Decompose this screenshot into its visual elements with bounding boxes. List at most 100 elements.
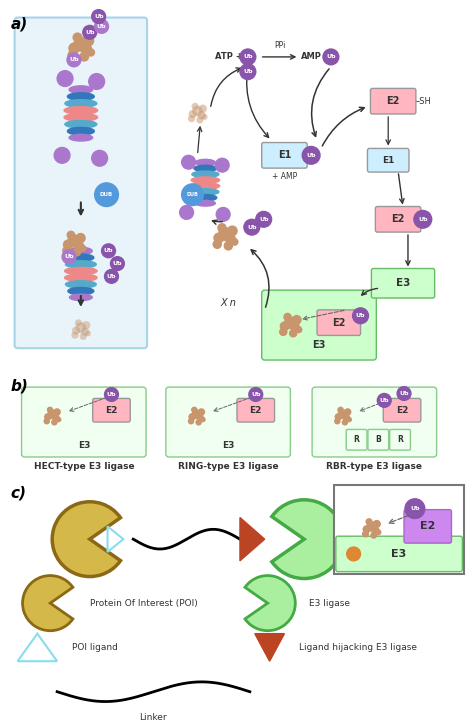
Ellipse shape	[191, 183, 219, 189]
Text: E3: E3	[312, 340, 326, 350]
Text: E3: E3	[78, 441, 90, 450]
Circle shape	[216, 208, 230, 221]
FancyBboxPatch shape	[93, 399, 130, 422]
Circle shape	[188, 115, 195, 122]
Circle shape	[81, 44, 92, 56]
Circle shape	[44, 413, 52, 420]
Circle shape	[370, 531, 377, 539]
Circle shape	[363, 525, 371, 534]
Ellipse shape	[68, 287, 94, 295]
FancyBboxPatch shape	[166, 387, 291, 457]
FancyBboxPatch shape	[367, 148, 409, 172]
Circle shape	[191, 407, 198, 413]
FancyBboxPatch shape	[370, 89, 416, 114]
Circle shape	[62, 246, 71, 255]
FancyBboxPatch shape	[383, 399, 421, 422]
Text: R: R	[397, 436, 403, 444]
Circle shape	[44, 418, 50, 425]
Circle shape	[337, 407, 344, 413]
Circle shape	[83, 25, 97, 39]
Circle shape	[344, 408, 351, 416]
FancyBboxPatch shape	[346, 429, 367, 450]
Text: Ub: Ub	[380, 398, 389, 403]
Circle shape	[346, 547, 361, 560]
Text: E2: E2	[332, 318, 346, 327]
Circle shape	[291, 322, 301, 333]
Circle shape	[105, 388, 118, 401]
Circle shape	[240, 49, 256, 65]
Circle shape	[377, 393, 391, 407]
Text: E3 ligase: E3 ligase	[309, 599, 350, 608]
Text: Ub: Ub	[259, 217, 268, 222]
FancyBboxPatch shape	[21, 387, 146, 457]
Circle shape	[189, 110, 197, 118]
Circle shape	[82, 321, 91, 330]
Text: Ub: Ub	[251, 392, 261, 397]
Circle shape	[85, 330, 91, 336]
Circle shape	[198, 111, 206, 119]
Text: X n: X n	[220, 298, 236, 308]
Circle shape	[73, 248, 82, 256]
Text: Ub: Ub	[243, 69, 253, 74]
Circle shape	[283, 313, 292, 321]
Circle shape	[191, 103, 199, 110]
Circle shape	[51, 419, 58, 425]
Text: AMP: AMP	[301, 52, 322, 62]
Text: E2: E2	[105, 406, 118, 415]
Circle shape	[198, 408, 205, 416]
Circle shape	[57, 70, 73, 86]
Text: E2: E2	[420, 521, 436, 531]
Text: RING-type E3 ligase: RING-type E3 ligase	[178, 462, 278, 471]
Circle shape	[105, 269, 118, 283]
Circle shape	[338, 409, 347, 419]
Circle shape	[74, 241, 84, 251]
Circle shape	[280, 321, 290, 331]
Circle shape	[249, 388, 263, 401]
Text: c): c)	[11, 485, 27, 500]
Text: HECT-type E3 ligase: HECT-type E3 ligase	[34, 462, 134, 471]
Bar	[334, 485, 465, 574]
FancyBboxPatch shape	[262, 142, 307, 168]
Circle shape	[414, 211, 432, 228]
Ellipse shape	[70, 248, 92, 255]
Text: E3: E3	[222, 441, 234, 450]
Circle shape	[302, 147, 320, 164]
Circle shape	[63, 240, 73, 250]
Text: E3: E3	[396, 278, 410, 288]
Circle shape	[215, 158, 229, 172]
Circle shape	[66, 231, 75, 240]
Circle shape	[366, 521, 377, 531]
Text: E2: E2	[396, 406, 408, 415]
FancyBboxPatch shape	[336, 537, 462, 571]
Text: Ub: Ub	[113, 261, 122, 266]
Text: Linker: Linker	[139, 714, 167, 722]
Text: Protein Of Interest (POI): Protein Of Interest (POI)	[90, 599, 198, 608]
Ellipse shape	[64, 274, 97, 281]
Ellipse shape	[194, 195, 217, 201]
Circle shape	[73, 33, 82, 42]
Circle shape	[81, 327, 89, 336]
Circle shape	[79, 245, 87, 252]
Text: DUB: DUB	[100, 192, 113, 197]
FancyBboxPatch shape	[375, 206, 421, 232]
Circle shape	[53, 408, 61, 416]
Circle shape	[92, 150, 108, 166]
Circle shape	[292, 315, 302, 325]
Text: E1: E1	[278, 150, 291, 160]
Ellipse shape	[69, 86, 92, 94]
Text: Ub: Ub	[356, 313, 365, 318]
Ellipse shape	[64, 107, 98, 114]
Circle shape	[397, 387, 411, 401]
Circle shape	[244, 219, 260, 235]
Ellipse shape	[64, 113, 98, 121]
Ellipse shape	[65, 281, 96, 288]
Circle shape	[213, 232, 224, 243]
Text: Ub: Ub	[94, 14, 103, 19]
Text: RBR-type E3 ligase: RBR-type E3 ligase	[327, 462, 422, 471]
Circle shape	[289, 329, 298, 338]
Text: Ub: Ub	[306, 153, 316, 158]
Circle shape	[95, 183, 118, 206]
Circle shape	[67, 234, 81, 248]
Text: Ub: Ub	[418, 217, 428, 222]
Circle shape	[182, 155, 195, 169]
